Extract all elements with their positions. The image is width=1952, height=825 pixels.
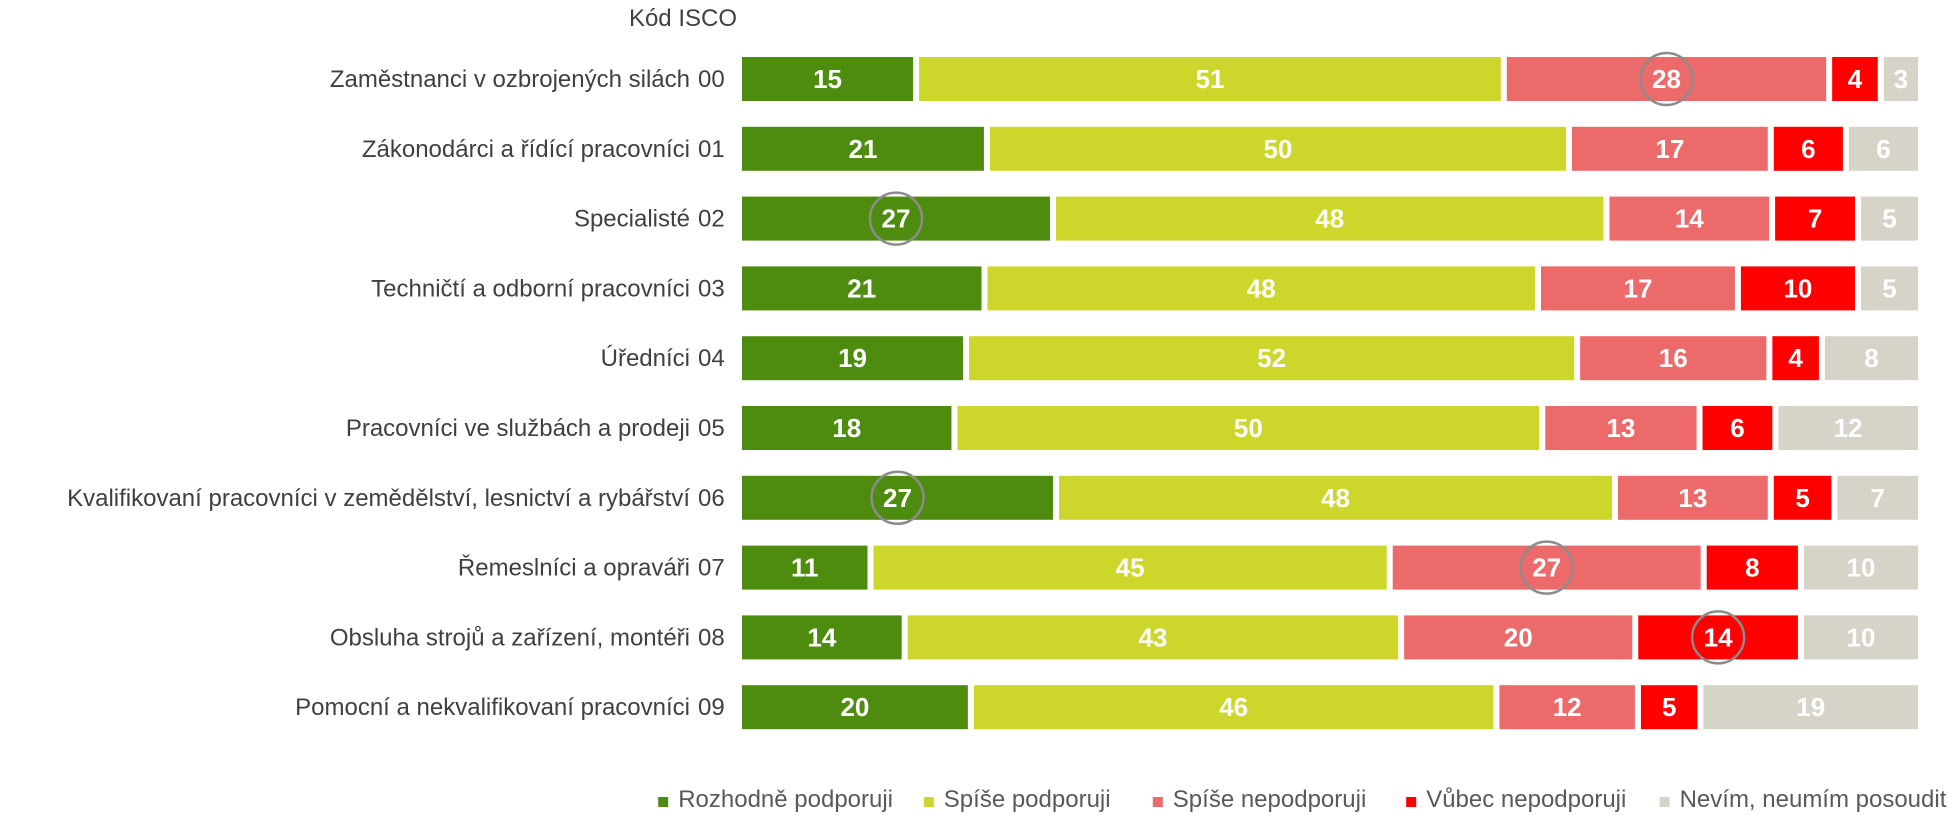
data-label: 10: [1783, 273, 1812, 303]
category-label: Kvalifikovaní pracovníci v zemědělství, …: [67, 485, 690, 512]
data-label: 8: [1864, 343, 1878, 373]
data-label: 7: [1808, 204, 1822, 234]
data-label: 14: [1675, 204, 1704, 234]
data-label: 27: [1532, 553, 1561, 583]
data-label: 8: [1745, 553, 1759, 583]
data-label: 5: [1882, 273, 1896, 303]
data-label: 16: [1659, 343, 1688, 373]
data-label: 3: [1894, 64, 1908, 94]
data-label: 46: [1219, 692, 1248, 722]
legend-item: Vůbec nepodporuji: [1406, 786, 1626, 813]
category-row: Pomocní a nekvalifikovaní pracovníci 09 20…: [295, 685, 1918, 729]
data-label: 6: [1801, 134, 1815, 164]
legend-marker: [1153, 797, 1163, 807]
legend: Rozhodně podporuji Spíše podporuji Spíše n…: [658, 786, 1947, 813]
data-label: 14: [807, 622, 836, 652]
data-label: 14: [1704, 622, 1733, 652]
category-label: Techničtí a odborní pracovníci: [371, 275, 690, 302]
legend-marker: [924, 797, 934, 807]
category-row: Specialisté 02 27 48 14 7 5: [574, 193, 1918, 245]
category-label: Zaměstnanci v ozbrojených silách: [330, 66, 690, 93]
category-label: Zákonodárci a řídící pracovníci: [362, 136, 690, 163]
category-label: Pomocní a nekvalifikovaní pracovníci: [295, 694, 690, 721]
category-row: Zaměstnanci v ozbrojených silách 00 15 51 28…: [330, 53, 1918, 105]
legend-label: Spíše nepodporuji: [1173, 786, 1366, 813]
category-label: Pracovníci ve službách a prodeji: [346, 415, 690, 442]
category-row: Úředníci 04 19 52 16 4 8: [601, 336, 1918, 380]
category-label: Specialisté: [574, 206, 690, 233]
code-column-header: Kód ISCO: [629, 5, 737, 32]
isco-code: 03: [698, 275, 725, 302]
data-label: 10: [1847, 622, 1876, 652]
data-label: 20: [840, 692, 869, 722]
legend-marker: [1660, 797, 1670, 807]
isco-code: 09: [698, 694, 725, 721]
isco-code: 07: [698, 555, 725, 582]
isco-code: 08: [698, 624, 725, 651]
data-label: 43: [1138, 622, 1167, 652]
data-label: 13: [1606, 413, 1635, 443]
data-label: 5: [1662, 692, 1676, 722]
data-label: 6: [1730, 413, 1744, 443]
category-row: Kvalifikovaní pracovníci v zemědělství, …: [67, 472, 1918, 524]
data-label: 48: [1321, 483, 1350, 513]
category-label: Řemeslníci a opraváři: [458, 555, 690, 582]
isco-code: 00: [698, 66, 725, 93]
data-label: 15: [813, 64, 842, 94]
category-label: Obsluha strojů a zařízení, montéři: [330, 624, 690, 651]
legend-marker: [658, 797, 668, 807]
legend-label: Nevím, neumím posoudit: [1680, 786, 1947, 813]
data-label: 28: [1652, 64, 1681, 94]
legend-label: Vůbec nepodporuji: [1426, 786, 1626, 813]
chart-rows: Zaměstnanci v ozbrojených silách 00 15 51 28…: [67, 53, 1918, 729]
data-label: 11: [791, 553, 819, 583]
legend-item: Spíše nepodporuji: [1153, 786, 1366, 813]
legend-label: Spíše podporuji: [944, 786, 1111, 813]
category-row: Obsluha strojů a zařízení, montéři 08 14 43…: [330, 611, 1918, 663]
isco-code: 06: [698, 485, 725, 512]
data-label: 17: [1623, 273, 1652, 303]
data-label: 5: [1795, 483, 1809, 513]
data-label: 4: [1788, 343, 1803, 373]
data-label: 50: [1234, 413, 1263, 443]
data-label: 52: [1257, 343, 1286, 373]
data-label: 27: [882, 204, 911, 234]
isco-code: 04: [698, 345, 725, 372]
legend-item: Spíše podporuji: [924, 786, 1111, 813]
data-label: 18: [832, 413, 861, 443]
data-label: 6: [1876, 134, 1890, 164]
data-label: 10: [1847, 553, 1876, 583]
data-label: 19: [838, 343, 867, 373]
data-label: 21: [848, 134, 877, 164]
data-label: 7: [1870, 483, 1884, 513]
category-row: Řemeslníci a opraváři 07 11 45 27 8 10: [458, 542, 1918, 594]
legend-label: Rozhodně podporuji: [678, 786, 893, 813]
data-label: 48: [1315, 204, 1344, 234]
category-row: Techničtí a odborní pracovníci 03 21 48 17 10…: [371, 266, 1918, 310]
data-label: 27: [883, 483, 912, 513]
data-label: 17: [1655, 134, 1684, 164]
data-label: 45: [1116, 553, 1145, 583]
category-row: Zákonodárci a řídící pracovníci 01 21 50 17 6…: [362, 127, 1918, 171]
category-label: Úředníci: [601, 345, 690, 372]
data-label: 12: [1834, 413, 1863, 443]
legend-item: Rozhodně podporuji: [658, 786, 893, 813]
isco-code: 02: [698, 206, 725, 233]
isco-code: 05: [698, 415, 725, 442]
data-label: 50: [1263, 134, 1292, 164]
legend-item: Nevím, neumím posoudit: [1660, 786, 1947, 813]
data-label: 21: [847, 273, 876, 303]
data-label: 51: [1195, 64, 1224, 94]
data-label: 4: [1848, 64, 1863, 94]
data-label: 12: [1553, 692, 1582, 722]
data-label: 48: [1247, 273, 1276, 303]
data-label: 13: [1678, 483, 1707, 513]
legend-marker: [1406, 797, 1416, 807]
isco-code: 01: [698, 136, 725, 163]
category-row: Pracovníci ve službách a prodeji 05 18 50 13…: [346, 406, 1918, 450]
data-label: 20: [1504, 622, 1533, 652]
data-label: 19: [1796, 692, 1825, 722]
data-label: 5: [1882, 204, 1896, 234]
